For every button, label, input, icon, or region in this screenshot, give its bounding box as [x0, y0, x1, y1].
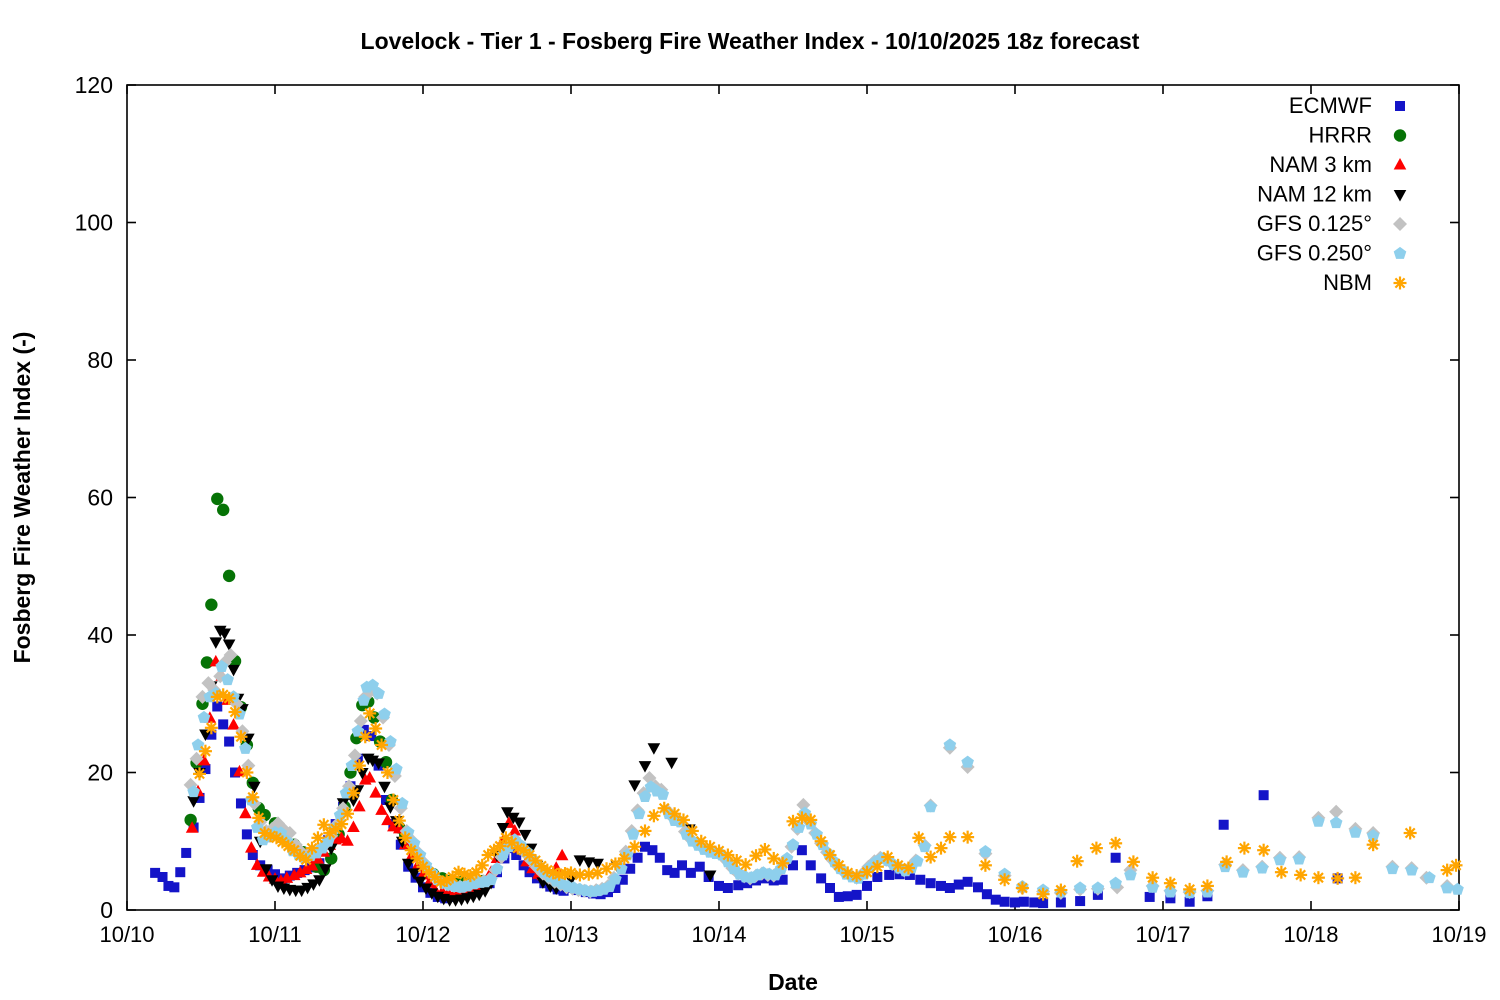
- legend-item-gfs-0-125-: GFS 0.125°: [1257, 211, 1407, 236]
- legend-item-nam-12-km: NAM 12 km: [1257, 182, 1407, 207]
- x-axis-label: Date: [768, 969, 818, 995]
- legend-label: HRRR: [1308, 123, 1372, 148]
- legend-label: NAM 12 km: [1257, 182, 1372, 207]
- series-nbm: [193, 688, 1463, 901]
- x-tick-label: 10/13: [543, 922, 598, 947]
- x-tick-label: 10/16: [987, 922, 1042, 947]
- legend: ECMWF HRRR NAM 3 km NAM 12 km GFS 0.125° GFS …: [1257, 93, 1407, 295]
- legend-label: NBM: [1323, 270, 1372, 295]
- y-axis-label: Fosberg Fire Weather Index (-): [9, 332, 35, 664]
- y-tick-label: 20: [87, 760, 113, 786]
- legend-label: ECMWF: [1289, 93, 1372, 118]
- legend-item-hrrr: HRRR: [1308, 123, 1407, 148]
- x-tick-label: 10/14: [691, 922, 746, 947]
- legend-item-ecmwf: ECMWF: [1289, 93, 1405, 118]
- y-tick-label: 0: [100, 897, 113, 923]
- legend-label: GFS 0.125°: [1257, 211, 1372, 236]
- legend-item-nam-3-km: NAM 3 km: [1269, 152, 1407, 177]
- y-tick-label: 60: [87, 485, 113, 511]
- x-tick-label: 10/10: [99, 922, 154, 947]
- series-nam-12-km: [187, 625, 717, 907]
- x-tick-label: 10/12: [395, 922, 450, 947]
- x-tick-label: 10/19: [1431, 922, 1486, 947]
- legend-label: NAM 3 km: [1269, 152, 1372, 177]
- legend-item-gfs-0-250-: GFS 0.250°: [1257, 241, 1407, 266]
- series-gfs-0-250-: [187, 660, 1464, 899]
- y-tick-label: 80: [87, 347, 113, 373]
- x-tick-label: 10/11: [248, 922, 301, 947]
- x-tick-label: 10/15: [839, 922, 894, 947]
- y-tick-label: 100: [75, 210, 113, 236]
- plot-frame: [126, 84, 1460, 911]
- legend-label: GFS 0.250°: [1257, 241, 1372, 266]
- chart-title: Lovelock - Tier 1 - Fosberg Fire Weather…: [360, 28, 1140, 54]
- y-tick-label: 40: [87, 622, 113, 648]
- y-tick-label: 120: [75, 72, 113, 98]
- x-tick-label: 10/18: [1283, 922, 1338, 947]
- x-tick-label: 10/17: [1135, 922, 1190, 947]
- legend-item-nbm: NBM: [1323, 270, 1407, 295]
